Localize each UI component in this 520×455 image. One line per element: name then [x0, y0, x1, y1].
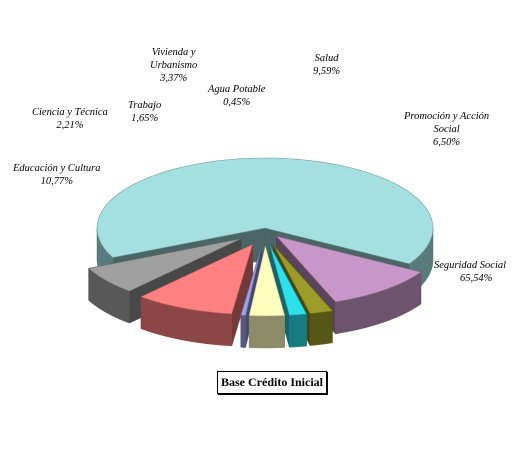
label-educacion-cultura: Educación y Cultura 10,77% [13, 163, 101, 187]
label-agua-potable: Agua Potable 0,45% [208, 84, 266, 108]
slice-top-educacion-y-cultura [275, 235, 422, 303]
slice-side-agua-potable [240, 315, 246, 348]
slice-top-agua-potable [240, 245, 262, 316]
label-promocion-accion-social: Promoción y Acción Social 6,50% [404, 111, 490, 148]
slice-side-ciencia-y-tecnica [309, 310, 333, 346]
label-seguridad-social: Seguridad Social 65,54% [434, 260, 507, 284]
slice-top-ciencia-y-tecnica [273, 245, 333, 314]
slice-top-promocion-y-accion-social [88, 238, 242, 292]
slice-top-salud [140, 243, 254, 315]
label-vivienda-urbanismo: Vivienda y Urbanismo 3,37% [150, 47, 198, 84]
label-salud: Salud 9,59% [313, 53, 341, 77]
label-trabajo: Trabajo 1,65% [128, 100, 162, 124]
slice-side-vivienda-y-urbanismo [248, 315, 285, 349]
slice-top-vivienda-y-urbanismo [248, 245, 286, 317]
slice-salud [140, 243, 254, 347]
chart-title: Base Crédito Inicial [217, 371, 327, 394]
slice-top-seguridad-social [96, 157, 434, 265]
slice-side-trabajo [289, 313, 307, 348]
slice-top-trabajo [269, 245, 307, 316]
label-ciencia-tecnica: Ciencia y Técnica 2,21% [32, 107, 108, 131]
slice-vivienda-y-urbanismo [248, 245, 286, 349]
